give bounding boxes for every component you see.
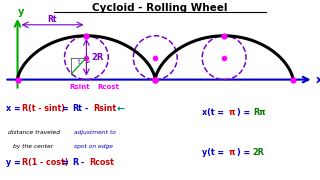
- Text: 2R: 2R: [253, 148, 265, 157]
- Text: R(1 - cost): R(1 - cost): [22, 158, 69, 167]
- Text: Rt: Rt: [47, 15, 57, 24]
- Text: Rsint: Rsint: [69, 84, 90, 90]
- Text: Rcost: Rcost: [89, 158, 114, 167]
- Text: =: =: [62, 104, 72, 113]
- Text: ) =: ) =: [237, 108, 253, 117]
- Text: π: π: [229, 108, 235, 117]
- Text: Cycloid - Rolling Wheel: Cycloid - Rolling Wheel: [92, 3, 228, 13]
- Text: x(t =: x(t =: [202, 108, 224, 117]
- Text: Rcost: Rcost: [97, 84, 119, 90]
- Text: y: y: [18, 7, 24, 17]
- Text: π: π: [229, 148, 235, 157]
- Text: distance traveled: distance traveled: [8, 130, 60, 135]
- Text: t: t: [78, 59, 81, 65]
- Text: ) =: ) =: [237, 148, 253, 157]
- Text: x: x: [316, 75, 320, 85]
- Text: x =: x =: [6, 104, 24, 113]
- Text: adjustment to: adjustment to: [74, 130, 116, 135]
- Text: y(t =: y(t =: [202, 148, 224, 157]
- Text: 2R: 2R: [92, 53, 104, 62]
- Text: -: -: [85, 104, 91, 113]
- Text: Rt: Rt: [72, 104, 82, 113]
- Text: Rsint: Rsint: [93, 104, 116, 113]
- Text: spot on edge: spot on edge: [74, 144, 113, 149]
- Text: =: =: [62, 158, 72, 167]
- Text: y =: y =: [6, 158, 24, 167]
- Text: R: R: [72, 158, 78, 167]
- Text: Rπ: Rπ: [253, 108, 265, 117]
- Text: by the center: by the center: [13, 144, 53, 149]
- Text: ←: ←: [117, 104, 125, 114]
- Text: R(t - sint): R(t - sint): [22, 104, 65, 113]
- Text: -: -: [81, 158, 87, 167]
